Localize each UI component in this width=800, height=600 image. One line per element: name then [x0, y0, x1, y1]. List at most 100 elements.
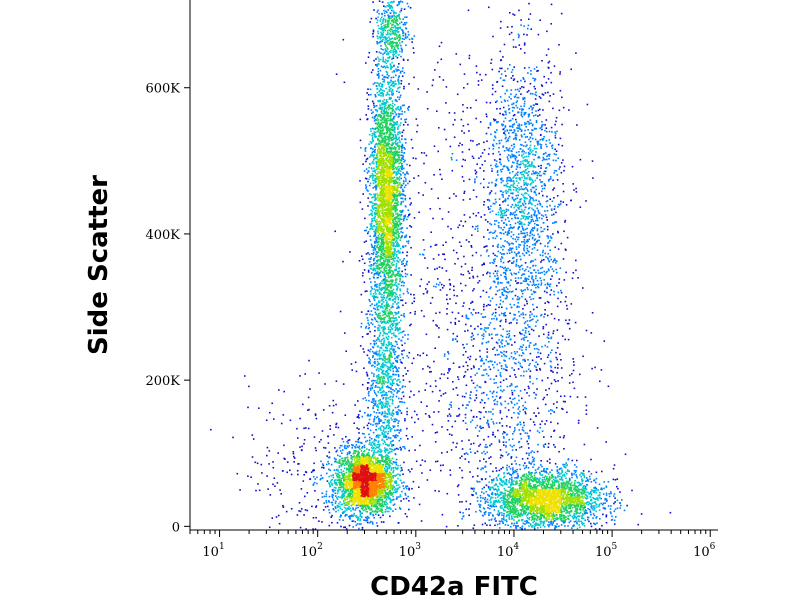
data-point	[347, 468, 350, 470]
data-point	[375, 226, 377, 228]
data-point	[390, 488, 393, 490]
data-point	[384, 490, 386, 493]
data-point	[398, 75, 400, 77]
data-point	[333, 486, 336, 489]
data-point	[400, 154, 403, 157]
data-point	[393, 116, 395, 118]
data-point	[359, 462, 361, 465]
data-point	[369, 176, 371, 178]
data-point	[384, 24, 387, 26]
data-point	[367, 493, 370, 496]
data-point	[371, 210, 374, 213]
data-point	[371, 151, 374, 154]
data-point	[395, 313, 397, 316]
data-point	[373, 495, 375, 497]
data-point	[368, 495, 371, 498]
data-point	[380, 327, 383, 329]
data-point	[379, 503, 382, 505]
data-point	[398, 98, 400, 101]
data-point	[335, 423, 337, 426]
data-point	[374, 456, 376, 458]
data-point	[328, 495, 331, 498]
data-point	[378, 163, 380, 165]
data-point	[357, 489, 359, 492]
data-point	[385, 459, 387, 461]
data-point	[390, 478, 392, 480]
data-point	[351, 484, 353, 486]
data-point	[336, 498, 339, 500]
data-point	[343, 474, 345, 477]
data-point	[386, 153, 389, 155]
data-point	[383, 479, 386, 482]
data-point	[381, 127, 384, 129]
data-point	[375, 474, 377, 477]
data-point	[358, 489, 361, 492]
data-point	[388, 390, 390, 393]
data-point	[368, 455, 371, 457]
data-point	[365, 520, 368, 522]
data-point	[380, 449, 382, 452]
data-point	[347, 490, 350, 492]
data-point	[353, 466, 356, 468]
data-point	[358, 456, 361, 458]
data-point	[380, 167, 383, 169]
data-point	[406, 273, 409, 276]
data-point	[381, 486, 384, 488]
data-point	[404, 275, 407, 278]
data-point	[400, 214, 403, 216]
data-point	[362, 193, 364, 195]
data-point	[375, 506, 378, 509]
data-point	[386, 465, 388, 468]
data-point	[341, 497, 343, 499]
data-point	[387, 271, 389, 274]
data-point	[342, 449, 344, 451]
data-point	[384, 494, 387, 497]
data-point	[402, 284, 405, 287]
data-point	[349, 496, 352, 499]
data-point	[382, 263, 384, 266]
data-point	[365, 187, 367, 190]
data-point	[377, 498, 380, 501]
data-point	[343, 445, 346, 448]
data-point	[388, 89, 391, 91]
data-point	[362, 475, 365, 477]
data-point	[367, 479, 369, 481]
data-point	[401, 263, 403, 265]
data-point	[366, 459, 369, 461]
data-point	[351, 483, 354, 485]
data-point	[367, 269, 370, 272]
data-point	[370, 504, 373, 507]
data-point	[370, 130, 372, 132]
data-point	[353, 492, 355, 495]
data-point	[399, 210, 402, 212]
data-point	[341, 457, 343, 460]
data-point	[381, 494, 383, 497]
data-point	[394, 193, 396, 196]
data-point	[347, 442, 349, 444]
data-point	[373, 9, 375, 11]
data-point	[349, 515, 352, 518]
data-point	[322, 464, 325, 467]
data-point	[356, 489, 358, 491]
data-point	[386, 487, 389, 489]
data-point	[406, 485, 409, 487]
data-point	[386, 507, 388, 509]
data-point	[406, 163, 408, 166]
data-point	[378, 292, 381, 295]
data-point	[368, 500, 371, 503]
data-point	[370, 272, 373, 274]
data-point	[376, 82, 379, 84]
data-point	[362, 460, 364, 462]
data-point	[380, 88, 382, 90]
data-point	[379, 505, 382, 508]
data-point	[343, 480, 345, 482]
data-point	[379, 454, 381, 456]
data-point	[372, 461, 375, 463]
data-point	[383, 485, 386, 487]
data-point	[368, 143, 370, 145]
data-point	[357, 450, 359, 453]
data-point	[378, 504, 380, 507]
data-point	[381, 477, 383, 480]
data-point	[391, 217, 393, 220]
data-point	[348, 469, 350, 472]
